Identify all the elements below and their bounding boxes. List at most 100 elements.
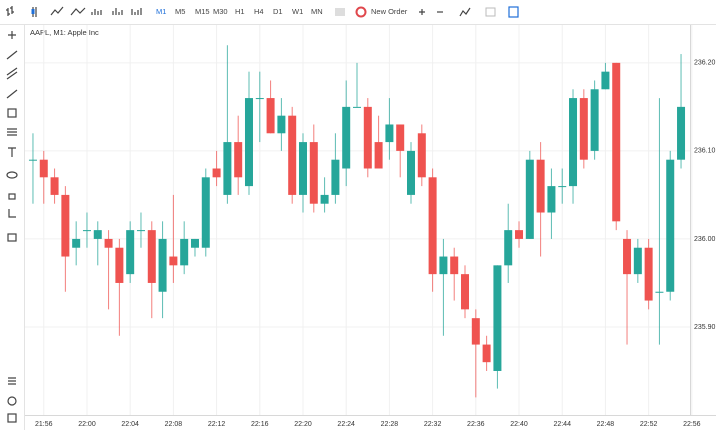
timeframe-button[interactable]: M15 <box>195 7 210 16</box>
timeframes: M1 M5 M15 M30 H1 H4 D1 W1 MN <box>156 7 323 16</box>
candle-body <box>515 230 524 239</box>
time-label: 22:20 <box>294 421 312 428</box>
candle-body <box>374 142 383 169</box>
candle-body <box>72 238 81 248</box>
timeframe-button[interactable]: MN <box>311 7 323 16</box>
new-order-icon[interactable] <box>355 6 367 18</box>
candle-body <box>547 186 556 213</box>
candle-body <box>579 98 588 160</box>
candle-body <box>28 159 37 161</box>
candle-body <box>439 256 448 275</box>
magnet-tool[interactable] <box>8 209 16 218</box>
candle-body <box>331 159 340 195</box>
candle-body <box>353 106 361 108</box>
candle-body <box>126 230 135 275</box>
time-label: 22:28 <box>381 421 399 428</box>
price-label: 236.10 <box>694 148 716 155</box>
candle-body <box>277 115 286 134</box>
candle-body <box>536 159 545 213</box>
timeframe-button[interactable]: H4 <box>254 7 264 16</box>
crosshair-tool[interactable] <box>8 31 16 39</box>
time-label: 22:40 <box>510 421 528 428</box>
candle-body <box>115 247 124 283</box>
time-label: 22:08 <box>165 421 183 428</box>
timeframe-button[interactable]: M1 <box>156 7 166 16</box>
volume-icon[interactable] <box>91 9 102 15</box>
candle-body <box>255 98 264 100</box>
channel-tool[interactable] <box>6 67 18 80</box>
layout-tool[interactable] <box>7 413 17 423</box>
trendline-tool[interactable] <box>6 50 18 60</box>
drawing-tools <box>6 31 18 423</box>
properties-icon[interactable] <box>508 6 519 18</box>
timeframe-button[interactable]: M5 <box>175 7 185 16</box>
price-label: 236.00 <box>694 236 716 243</box>
chart-type-icons <box>6 6 519 18</box>
objects-list[interactable] <box>8 377 16 385</box>
candle-body <box>147 230 156 283</box>
candle-body <box>201 177 210 248</box>
candle-body <box>93 230 102 239</box>
candle-body <box>601 71 610 90</box>
shape-tool[interactable] <box>7 108 17 118</box>
candles-icon-body <box>31 9 35 14</box>
candle-body <box>363 106 372 169</box>
candle-body <box>471 318 480 345</box>
tick-icon[interactable] <box>112 8 123 15</box>
candle-body <box>677 106 686 160</box>
timeframe-button[interactable]: D1 <box>273 7 283 16</box>
candle-body <box>525 159 534 239</box>
candle-body <box>223 142 232 195</box>
histogram-icon[interactable] <box>131 8 142 15</box>
candle-body <box>169 256 178 266</box>
zoom-in[interactable] <box>419 9 425 15</box>
time-label: 22:00 <box>78 421 96 428</box>
candle-body <box>180 238 189 266</box>
candle-body <box>666 159 675 292</box>
candle-body <box>644 247 653 301</box>
area-icon[interactable] <box>70 7 86 16</box>
delete-tool[interactable] <box>7 233 17 242</box>
template-icon[interactable] <box>335 8 345 16</box>
candle-body <box>407 150 416 195</box>
candle-body <box>558 186 567 188</box>
candle-body <box>385 124 394 143</box>
candle-body <box>136 230 145 232</box>
timeframe-button[interactable]: W1 <box>292 7 303 16</box>
lock-tool[interactable] <box>8 193 16 200</box>
toolbar <box>0 0 716 24</box>
candle-body <box>50 177 59 195</box>
candle-body <box>590 89 599 151</box>
text-tool[interactable] <box>8 147 16 157</box>
time-label: 22:56 <box>683 421 701 428</box>
line-icon[interactable] <box>50 6 64 16</box>
candle-body <box>158 238 167 292</box>
timeframe-button[interactable]: M30 <box>213 7 228 16</box>
candle-body <box>493 265 502 371</box>
screenshot-icon[interactable] <box>485 7 496 17</box>
ray-tool[interactable] <box>6 89 18 99</box>
candle-body <box>417 133 426 178</box>
candle-body <box>320 194 329 204</box>
time-label: 22:04 <box>121 421 139 428</box>
candle-body <box>482 344 491 363</box>
candle-body <box>288 115 297 195</box>
time-label: 22:44 <box>553 421 571 428</box>
time-label: 22:24 <box>337 421 355 428</box>
time-label: 22:16 <box>251 421 269 428</box>
history-tool[interactable] <box>7 396 17 406</box>
time-label: 22:12 <box>208 421 226 428</box>
candle-body <box>623 238 632 275</box>
price-label: 236.20 <box>694 60 716 67</box>
new-order[interactable]: New Order <box>371 7 408 16</box>
bars-icon[interactable] <box>6 6 14 16</box>
candle-body <box>61 194 70 257</box>
time-label: 22:36 <box>467 421 485 428</box>
fibo-tool[interactable] <box>7 128 17 136</box>
timeframe-button[interactable]: H1 <box>235 7 245 16</box>
candle-body <box>612 62 621 222</box>
eye-tool[interactable] <box>6 171 18 179</box>
indicators-icon[interactable] <box>459 7 471 17</box>
